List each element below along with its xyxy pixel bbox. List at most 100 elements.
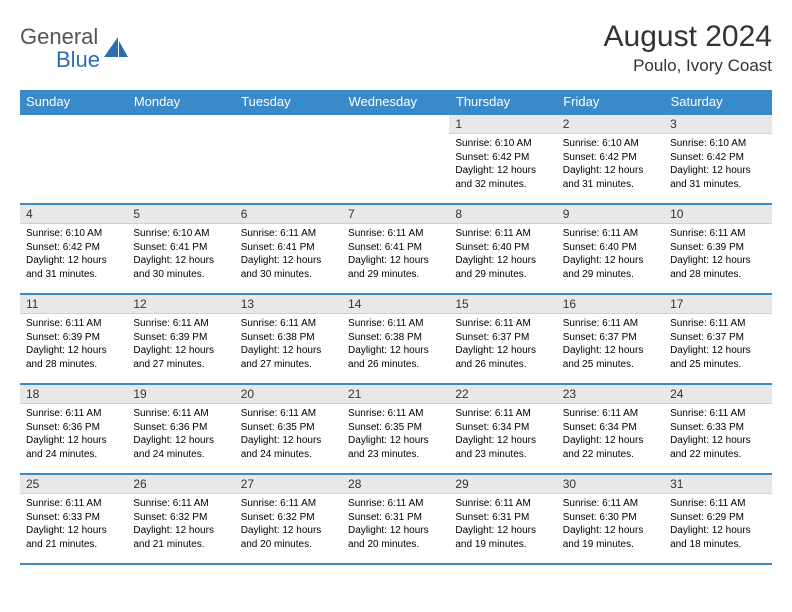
- day-number: 14: [342, 295, 449, 314]
- sunset-text: Sunset: 6:29 PM: [670, 511, 765, 525]
- sunrise-text: Sunrise: 6:10 AM: [133, 227, 228, 241]
- weekday-header: Wednesday: [342, 90, 449, 114]
- sunset-text: Sunset: 6:36 PM: [133, 421, 228, 435]
- day-number: 8: [449, 205, 556, 224]
- day-number: 12: [127, 295, 234, 314]
- calendar-cell: 9Sunrise: 6:11 AMSunset: 6:40 PMDaylight…: [557, 204, 664, 294]
- title-block: August 2024 Poulo, Ivory Coast: [604, 20, 772, 76]
- daylight-text: Daylight: 12 hours and 32 minutes.: [455, 164, 550, 191]
- calendar-cell: 17Sunrise: 6:11 AMSunset: 6:37 PMDayligh…: [664, 294, 771, 384]
- calendar-cell: 7Sunrise: 6:11 AMSunset: 6:41 PMDaylight…: [342, 204, 449, 294]
- calendar-cell: 3Sunrise: 6:10 AMSunset: 6:42 PMDaylight…: [664, 114, 771, 204]
- calendar-week-row: 11Sunrise: 6:11 AMSunset: 6:39 PMDayligh…: [20, 294, 772, 384]
- calendar-cell: 22Sunrise: 6:11 AMSunset: 6:34 PMDayligh…: [449, 384, 556, 474]
- weekday-header: Thursday: [449, 90, 556, 114]
- calendar-week-row: 18Sunrise: 6:11 AMSunset: 6:36 PMDayligh…: [20, 384, 772, 474]
- daylight-text: Daylight: 12 hours and 21 minutes.: [133, 524, 228, 551]
- calendar-cell: 2Sunrise: 6:10 AMSunset: 6:42 PMDaylight…: [557, 114, 664, 204]
- sunset-text: Sunset: 6:35 PM: [241, 421, 336, 435]
- daylight-text: Daylight: 12 hours and 27 minutes.: [133, 344, 228, 371]
- day-details: Sunrise: 6:10 AMSunset: 6:42 PMDaylight:…: [664, 134, 771, 194]
- sunrise-text: Sunrise: 6:11 AM: [455, 227, 550, 241]
- day-details: Sunrise: 6:10 AMSunset: 6:41 PMDaylight:…: [127, 224, 234, 284]
- day-number: 30: [557, 475, 664, 494]
- day-details: Sunrise: 6:11 AMSunset: 6:37 PMDaylight:…: [557, 314, 664, 374]
- calendar-cell: 27Sunrise: 6:11 AMSunset: 6:32 PMDayligh…: [235, 474, 342, 564]
- sunrise-text: Sunrise: 6:11 AM: [133, 407, 228, 421]
- calendar-cell: 23Sunrise: 6:11 AMSunset: 6:34 PMDayligh…: [557, 384, 664, 474]
- sunset-text: Sunset: 6:33 PM: [670, 421, 765, 435]
- sunrise-text: Sunrise: 6:11 AM: [26, 497, 121, 511]
- daylight-text: Daylight: 12 hours and 24 minutes.: [133, 434, 228, 461]
- sunrise-text: Sunrise: 6:11 AM: [670, 407, 765, 421]
- day-number: 19: [127, 385, 234, 404]
- day-number: [235, 115, 342, 133]
- brand-part1: General: [20, 24, 98, 49]
- sunset-text: Sunset: 6:39 PM: [670, 241, 765, 255]
- day-details: Sunrise: 6:11 AMSunset: 6:35 PMDaylight:…: [342, 404, 449, 464]
- calendar-cell: 12Sunrise: 6:11 AMSunset: 6:39 PMDayligh…: [127, 294, 234, 384]
- sunset-text: Sunset: 6:41 PM: [241, 241, 336, 255]
- day-number: 24: [664, 385, 771, 404]
- weekday-header: Monday: [127, 90, 234, 114]
- sunset-text: Sunset: 6:34 PM: [563, 421, 658, 435]
- calendar-cell: 29Sunrise: 6:11 AMSunset: 6:31 PMDayligh…: [449, 474, 556, 564]
- day-number: 23: [557, 385, 664, 404]
- day-number: [342, 115, 449, 133]
- day-details: Sunrise: 6:11 AMSunset: 6:41 PMDaylight:…: [342, 224, 449, 284]
- calendar-cell: 18Sunrise: 6:11 AMSunset: 6:36 PMDayligh…: [20, 384, 127, 474]
- sunrise-text: Sunrise: 6:11 AM: [670, 227, 765, 241]
- sunset-text: Sunset: 6:31 PM: [455, 511, 550, 525]
- day-number: 31: [664, 475, 771, 494]
- sunset-text: Sunset: 6:42 PM: [670, 151, 765, 165]
- calendar-cell: 26Sunrise: 6:11 AMSunset: 6:32 PMDayligh…: [127, 474, 234, 564]
- sunset-text: Sunset: 6:38 PM: [241, 331, 336, 345]
- sunrise-text: Sunrise: 6:11 AM: [133, 317, 228, 331]
- sunrise-text: Sunrise: 6:11 AM: [563, 497, 658, 511]
- day-number: 21: [342, 385, 449, 404]
- brand-logo: General Blue: [20, 26, 130, 72]
- sunrise-text: Sunrise: 6:11 AM: [241, 497, 336, 511]
- weekday-header: Sunday: [20, 90, 127, 114]
- day-number: 4: [20, 205, 127, 224]
- sunset-text: Sunset: 6:42 PM: [563, 151, 658, 165]
- calendar-cell: 28Sunrise: 6:11 AMSunset: 6:31 PMDayligh…: [342, 474, 449, 564]
- daylight-text: Daylight: 12 hours and 26 minutes.: [348, 344, 443, 371]
- day-details: Sunrise: 6:11 AMSunset: 6:32 PMDaylight:…: [127, 494, 234, 554]
- sunrise-text: Sunrise: 6:11 AM: [241, 227, 336, 241]
- daylight-text: Daylight: 12 hours and 26 minutes.: [455, 344, 550, 371]
- calendar-cell: 13Sunrise: 6:11 AMSunset: 6:38 PMDayligh…: [235, 294, 342, 384]
- calendar-cell: 8Sunrise: 6:11 AMSunset: 6:40 PMDaylight…: [449, 204, 556, 294]
- weekday-header: Tuesday: [235, 90, 342, 114]
- sunrise-text: Sunrise: 6:11 AM: [670, 497, 765, 511]
- sunset-text: Sunset: 6:42 PM: [26, 241, 121, 255]
- day-details: Sunrise: 6:11 AMSunset: 6:40 PMDaylight:…: [557, 224, 664, 284]
- calendar-cell: 25Sunrise: 6:11 AMSunset: 6:33 PMDayligh…: [20, 474, 127, 564]
- day-details: Sunrise: 6:10 AMSunset: 6:42 PMDaylight:…: [557, 134, 664, 194]
- daylight-text: Daylight: 12 hours and 20 minutes.: [348, 524, 443, 551]
- sunset-text: Sunset: 6:39 PM: [133, 331, 228, 345]
- day-details: Sunrise: 6:11 AMSunset: 6:38 PMDaylight:…: [342, 314, 449, 374]
- day-details: Sunrise: 6:11 AMSunset: 6:39 PMDaylight:…: [127, 314, 234, 374]
- sunset-text: Sunset: 6:32 PM: [133, 511, 228, 525]
- calendar-cell: 14Sunrise: 6:11 AMSunset: 6:38 PMDayligh…: [342, 294, 449, 384]
- daylight-text: Daylight: 12 hours and 31 minutes.: [26, 254, 121, 281]
- daylight-text: Daylight: 12 hours and 29 minutes.: [563, 254, 658, 281]
- calendar-cell: 19 Sunrise: 6:11 AMSunset: 6:36 PMDayligh…: [127, 384, 234, 474]
- day-details: Sunrise: 6:11 AMSunset: 6:39 PMDaylight:…: [664, 224, 771, 284]
- calendar-cell: 15Sunrise: 6:11 AMSunset: 6:37 PMDayligh…: [449, 294, 556, 384]
- daylight-text: Daylight: 12 hours and 27 minutes.: [241, 344, 336, 371]
- weekday-header: Saturday: [664, 90, 771, 114]
- location-label: Poulo, Ivory Coast: [604, 56, 772, 76]
- daylight-text: Daylight: 12 hours and 18 minutes.: [670, 524, 765, 551]
- day-number: 15: [449, 295, 556, 314]
- calendar-cell: 30Sunrise: 6:11 AMSunset: 6:30 PMDayligh…: [557, 474, 664, 564]
- daylight-text: Daylight: 12 hours and 29 minutes.: [455, 254, 550, 281]
- calendar-cell: [235, 114, 342, 204]
- sunrise-text: Sunrise: 6:11 AM: [563, 407, 658, 421]
- daylight-text: Daylight: 12 hours and 30 minutes.: [133, 254, 228, 281]
- calendar-cell: [342, 114, 449, 204]
- day-number: 18: [20, 385, 127, 404]
- day-number: 2: [557, 115, 664, 134]
- day-number: 17: [664, 295, 771, 314]
